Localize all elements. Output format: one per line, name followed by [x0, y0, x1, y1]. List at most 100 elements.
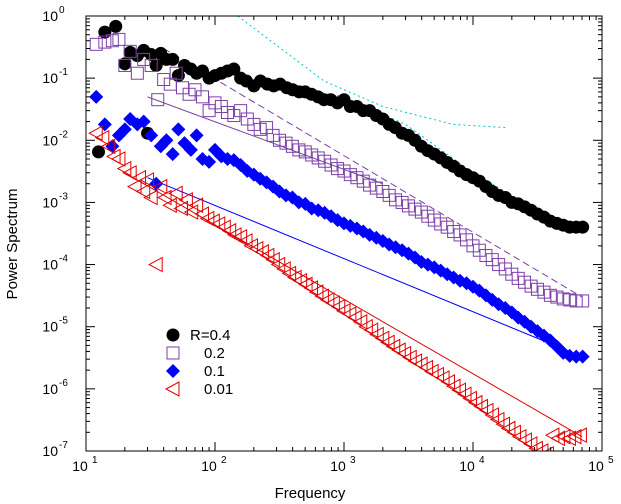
data-point: [92, 145, 106, 159]
x-tick-exponent: 5: [608, 455, 614, 466]
data-point: [202, 154, 217, 169]
data-point: [98, 25, 112, 39]
data-point: [98, 35, 112, 49]
data-point: [152, 178, 168, 195]
data-point: [135, 183, 151, 200]
fit-line: [124, 172, 583, 438]
data-point: [518, 275, 532, 289]
y-tick-label: 10: [42, 8, 58, 24]
y-tick-label: 10: [42, 443, 58, 459]
y-axis-label: Power Spectrum: [4, 189, 21, 300]
y-tick-label: 10: [42, 381, 58, 397]
plot-area: [88, 16, 590, 451]
legend-label: R=0.4: [190, 327, 230, 344]
axes: 10 1 10 2 10 3 10 4 10 510 -710 -610 -510 -410 -310 -21…: [42, 5, 614, 474]
data-point: [173, 200, 189, 217]
data-point: [472, 243, 486, 257]
x-tick-label: 10: [588, 458, 604, 474]
data-point: [343, 168, 357, 182]
data-point: [178, 192, 193, 208]
series-0: [92, 19, 590, 234]
legend-marker: [166, 346, 180, 360]
data-point: [110, 151, 126, 167]
data-point: [226, 227, 242, 243]
data-point: [272, 133, 286, 147]
data-point: [165, 147, 180, 162]
legend: R=0.40.20.10.01: [164, 327, 233, 398]
data-point: [260, 121, 274, 135]
data-point: [576, 220, 590, 234]
data-point: [352, 313, 368, 330]
data-point: [237, 233, 253, 249]
data-point: [195, 90, 209, 104]
data-point: [189, 128, 204, 143]
data-point: [162, 197, 177, 214]
data-point: [369, 181, 383, 195]
y-tick-label: 10: [42, 194, 58, 210]
y-tick-exponent: -2: [59, 129, 68, 140]
data-point: [168, 185, 183, 202]
legend-marker: [164, 381, 180, 397]
data-point: [555, 428, 571, 445]
data-point: [118, 57, 132, 71]
data-point: [130, 66, 144, 80]
data-point: [144, 128, 159, 143]
data-point: [227, 109, 241, 123]
legend-marker: [166, 364, 180, 378]
series-3: [88, 125, 587, 451]
series-1: [89, 32, 590, 308]
data-point: [136, 114, 151, 129]
data-point: [550, 430, 565, 447]
fit-line: [163, 48, 583, 298]
fit-line: [292, 87, 535, 209]
data-point: [414, 205, 428, 219]
series-2: [89, 89, 590, 364]
data-point: [176, 81, 190, 95]
fit-line: [147, 177, 583, 358]
data-point: [144, 58, 158, 72]
data-point: [401, 199, 415, 213]
data-point: [363, 178, 377, 192]
data-point: [151, 93, 165, 107]
data-point: [122, 164, 137, 181]
y-tick-label: 10: [42, 257, 58, 273]
data-point: [234, 104, 248, 118]
y-tick-label: 10: [42, 132, 58, 148]
data-point: [498, 301, 513, 316]
data-point: [543, 288, 557, 302]
data-point: [183, 142, 198, 157]
data-point: [285, 139, 299, 153]
data-point: [544, 446, 554, 451]
data-point: [89, 37, 103, 51]
x-tick-label: 10: [72, 458, 88, 474]
y-tick-label: 10: [42, 70, 58, 86]
data-point: [89, 89, 104, 104]
plot-frame: [85, 15, 603, 452]
x-axis-label: Frequency: [275, 485, 346, 502]
data-point: [112, 32, 126, 46]
data-point: [566, 428, 582, 445]
x-tick-label: 10: [201, 458, 217, 474]
plot-content: [88, 16, 590, 451]
y-tick-exponent: -7: [59, 440, 68, 451]
x-tick-exponent: 4: [479, 455, 485, 466]
y-tick-exponent: -1: [59, 67, 68, 78]
data-point: [88, 125, 103, 142]
data-point: [169, 66, 183, 80]
data-point: [126, 178, 142, 195]
x-tick-exponent: 2: [221, 455, 227, 466]
legend-label: 0.2: [204, 345, 225, 362]
data-point: [389, 193, 403, 207]
y-tick-exponent: -6: [59, 378, 68, 389]
data-point: [156, 189, 172, 206]
x-tick-label: 10: [330, 458, 346, 474]
data-point: [240, 112, 254, 126]
data-point: [265, 251, 280, 268]
data-point: [166, 52, 180, 66]
data-point: [118, 58, 132, 72]
data-point: [498, 262, 512, 276]
data-point: [575, 349, 590, 364]
data-point: [117, 122, 132, 137]
data-point: [97, 117, 112, 132]
legend-label: 0.01: [204, 381, 233, 398]
